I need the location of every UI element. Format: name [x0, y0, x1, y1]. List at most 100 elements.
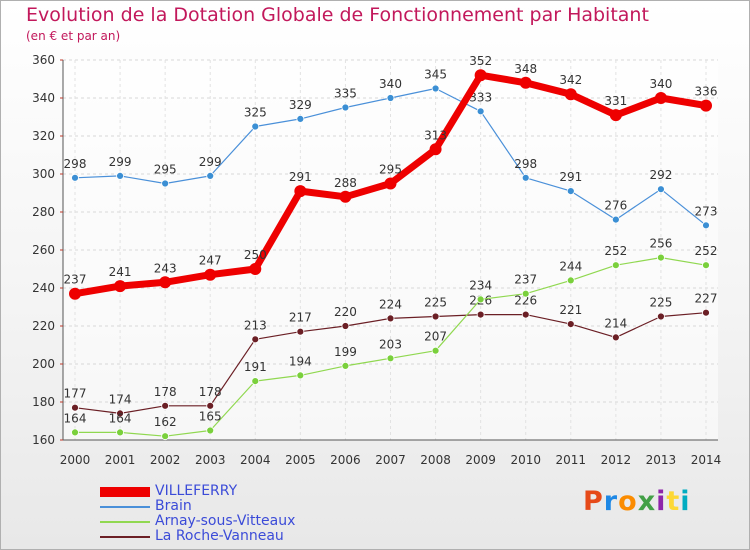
data-point-brain — [566, 187, 575, 196]
data-point-brain — [161, 179, 170, 188]
data-point-la-roche-vanneau — [296, 327, 305, 336]
data-label-la-roche-vanneau: 178 — [199, 385, 222, 399]
data-point-la-roche-vanneau — [251, 335, 260, 344]
legend-label-brain: Brain — [155, 498, 192, 514]
data-point-la-roche-vanneau — [116, 409, 124, 418]
data-point-brain — [431, 84, 440, 93]
x-tick-label: 2007 — [375, 453, 406, 467]
data-point-villeferry — [204, 268, 217, 281]
data-label-brain: 325 — [244, 106, 267, 120]
data-point-arnay-sous-vitteaux — [657, 253, 665, 262]
data-point-la-roche-vanneau — [341, 322, 350, 330]
data-point-la-roche-vanneau — [476, 310, 485, 319]
x-tick-label: 2005 — [285, 453, 316, 467]
x-tick-label: 2001 — [105, 453, 136, 467]
data-label-arnay-sous-vitteaux: 252 — [604, 244, 627, 258]
x-tick-label: 2003 — [195, 453, 226, 467]
legend-label-villeferry: VILLEFERRY — [155, 483, 238, 499]
data-label-villeferry: 331 — [604, 94, 627, 108]
data-point-brain — [251, 122, 260, 131]
data-label-arnay-sous-vitteaux: 199 — [334, 345, 357, 359]
data-label-villeferry: 313 — [424, 128, 447, 142]
data-label-arnay-sous-vitteaux: 237 — [514, 273, 537, 287]
data-point-villeferry — [294, 185, 307, 198]
x-tick-label: 2008 — [420, 453, 451, 467]
y-tick-label: 220 — [32, 319, 55, 333]
data-label-brain: 345 — [424, 68, 447, 82]
x-tick-label: 2012 — [601, 453, 632, 467]
data-point-arnay-sous-vitteaux — [71, 428, 79, 437]
logo-letter: i — [656, 486, 667, 517]
data-label-arnay-sous-vitteaux: 164 — [64, 411, 87, 425]
data-label-brain: 333 — [469, 90, 492, 104]
data-point-la-roche-vanneau — [611, 333, 620, 342]
data-point-brain — [206, 171, 215, 180]
data-point-la-roche-vanneau — [161, 401, 170, 410]
x-tick-label: 2004 — [240, 453, 271, 467]
data-point-brain — [702, 221, 710, 230]
data-label-la-roche-vanneau: 227 — [695, 292, 718, 306]
data-label-la-roche-vanneau: 213 — [244, 318, 267, 332]
data-point-villeferry — [564, 88, 577, 101]
data-label-arnay-sous-vitteaux: 207 — [424, 330, 447, 344]
data-label-arnay-sous-vitteaux: 252 — [695, 244, 718, 258]
data-point-villeferry — [474, 69, 487, 82]
data-point-villeferry — [654, 92, 667, 104]
data-label-villeferry: 288 — [334, 176, 357, 190]
data-label-villeferry: 241 — [109, 265, 132, 279]
data-label-arnay-sous-vitteaux: 234 — [469, 278, 492, 292]
data-point-arnay-sous-vitteaux — [476, 295, 485, 304]
data-label-brain: 335 — [334, 87, 357, 101]
x-tick-label: 2014 — [691, 453, 722, 467]
data-point-arnay-sous-vitteaux — [116, 428, 124, 437]
logo-letter: t — [666, 486, 681, 517]
data-label-la-roche-vanneau: 174 — [109, 392, 132, 406]
data-label-villeferry: 291 — [289, 170, 312, 184]
data-label-brain: 295 — [154, 163, 177, 177]
data-point-arnay-sous-vitteaux — [566, 276, 575, 285]
legend-swatch-la-roche-vanneau — [100, 536, 150, 538]
data-label-brain: 291 — [559, 170, 582, 184]
data-label-brain: 299 — [199, 155, 222, 169]
y-tick-label: 340 — [32, 91, 55, 105]
data-point-brain — [116, 171, 124, 180]
data-point-la-roche-vanneau — [566, 320, 575, 329]
data-point-la-roche-vanneau — [386, 314, 395, 323]
y-tick-label: 240 — [32, 281, 55, 295]
data-label-villeferry: 243 — [154, 261, 177, 275]
data-point-la-roche-vanneau — [206, 401, 215, 410]
data-label-brain: 329 — [289, 98, 312, 112]
data-point-arnay-sous-vitteaux — [296, 371, 305, 380]
x-tick-label: 2013 — [646, 453, 677, 467]
data-label-villeferry: 250 — [244, 248, 267, 262]
x-tick-label: 2000 — [60, 453, 91, 467]
data-label-arnay-sous-vitteaux: 162 — [154, 415, 177, 429]
data-point-arnay-sous-vitteaux — [386, 354, 395, 363]
y-tick-label: 280 — [32, 205, 55, 219]
data-point-la-roche-vanneau — [702, 308, 710, 317]
data-point-arnay-sous-vitteaux — [611, 261, 620, 270]
legend-label-la-roche-vanneau: La Roche-Vanneau — [155, 528, 284, 544]
logo-letter: x — [637, 486, 657, 517]
data-point-brain — [521, 173, 530, 182]
logo-letter: P — [583, 486, 604, 517]
data-point-arnay-sous-vitteaux — [521, 289, 530, 298]
legend-swatch-brain — [100, 506, 150, 508]
legend-swatch-villeferry — [100, 487, 150, 497]
x-tick-label: 2006 — [330, 453, 361, 467]
data-point-brain — [611, 215, 620, 224]
legend-label-arnay-sous-vitteaux: Arnay-sous-Vitteaux — [155, 513, 296, 529]
data-label-la-roche-vanneau: 225 — [649, 296, 672, 310]
data-label-arnay-sous-vitteaux: 165 — [199, 410, 222, 424]
data-point-la-roche-vanneau — [431, 312, 440, 321]
data-label-arnay-sous-vitteaux: 191 — [244, 360, 267, 374]
data-point-villeferry — [339, 190, 352, 203]
data-label-la-roche-vanneau: 221 — [559, 303, 582, 317]
x-tick-label: 2002 — [150, 453, 181, 467]
data-point-brain — [476, 107, 485, 116]
data-label-villeferry: 247 — [199, 254, 222, 268]
data-point-la-roche-vanneau — [521, 310, 530, 319]
data-point-arnay-sous-vitteaux — [702, 261, 710, 270]
data-label-brain: 298 — [514, 157, 537, 171]
data-label-la-roche-vanneau: 225 — [424, 296, 447, 310]
